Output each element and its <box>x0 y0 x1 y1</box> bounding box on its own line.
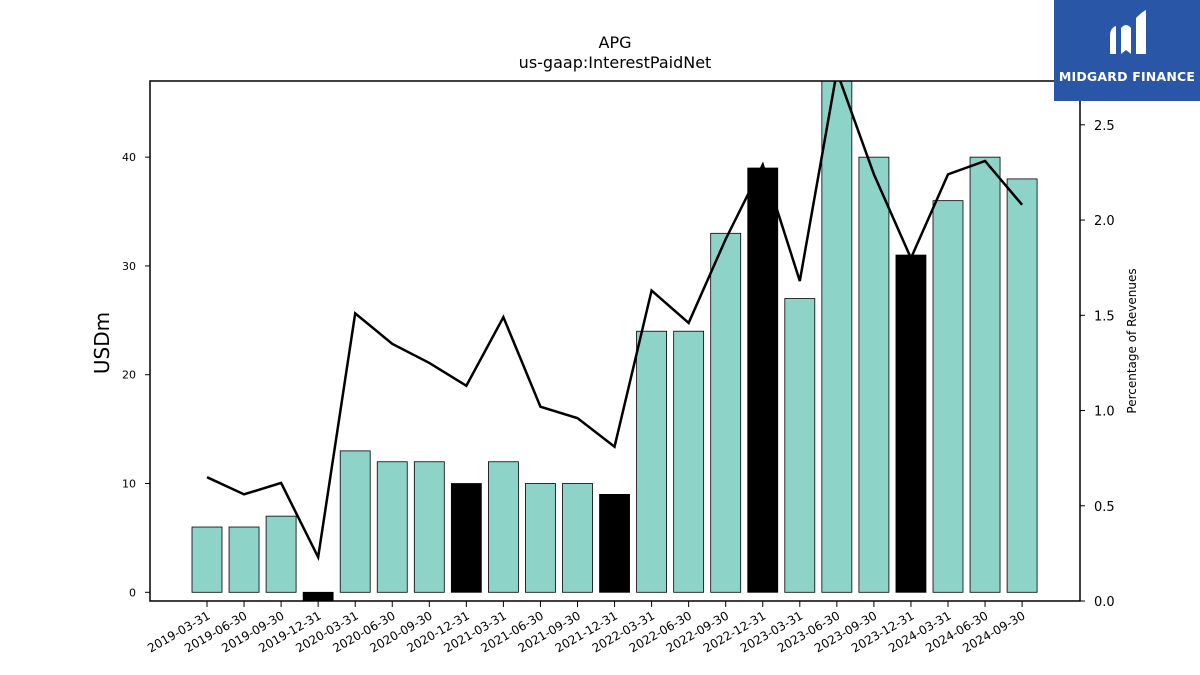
bar-2021-12-31 <box>599 493 630 593</box>
y2-tick-label-2.0: 2.0 <box>1094 214 1115 229</box>
y-tick-label-10: 10 <box>122 478 136 491</box>
y-tick-label-20: 20 <box>122 369 136 382</box>
y-tick-label-30: 30 <box>122 260 136 273</box>
bar-2021-06-30 <box>525 483 556 593</box>
bar-2021-03-31 <box>487 461 519 593</box>
y2-tick-label-1.5: 1.5 <box>1094 309 1115 324</box>
bar-2021-09-30 <box>562 483 593 593</box>
y2-tick-label-0.5: 0.5 <box>1094 500 1115 515</box>
logo-mark-icon <box>1110 10 1146 54</box>
y2-tick-label-2.5: 2.5 <box>1094 119 1115 134</box>
percentage-of-revenues-line <box>206 81 1024 562</box>
bar-2019-12-31 <box>302 591 334 601</box>
y-tick-label-40: 40 <box>122 151 136 164</box>
y-tick-label-0: 0 <box>129 586 136 599</box>
bar-2022-06-30 <box>673 330 705 593</box>
chart-title: APG <box>599 33 632 52</box>
bar-2022-03-31 <box>636 330 667 593</box>
bar-2019-09-30 <box>265 515 297 593</box>
bar-2022-09-30 <box>710 232 742 593</box>
bar-2024-03-31 <box>932 200 964 593</box>
bar-2024-06-30 <box>969 156 1001 593</box>
chart-subtitle: us-gaap:InterestPaidNet <box>519 53 712 72</box>
bar-2019-03-31 <box>191 526 223 593</box>
bar-2022-12-31 <box>747 167 779 593</box>
bar-2024-09-30 <box>1006 178 1038 593</box>
y2-tick-label-1.0: 1.0 <box>1094 405 1115 420</box>
bar-2023-03-31 <box>784 298 816 593</box>
y2-tick-label-0.0: 0.0 <box>1094 595 1115 610</box>
bar-2023-09-30 <box>858 156 890 593</box>
y2-axis-label: Percentage of Revenues <box>1125 268 1139 413</box>
logo-text: MIDGARD FINANCE <box>1058 69 1196 84</box>
midgard-finance-logo: MIDGARD FINANCE <box>1054 0 1200 101</box>
bar-2020-03-31 <box>339 450 371 593</box>
bar-2023-12-31 <box>895 254 927 593</box>
bar-2023-06-30 <box>821 81 853 593</box>
bar-2020-12-31 <box>450 483 482 593</box>
bar-2020-09-30 <box>413 461 445 593</box>
bar-2019-06-30 <box>228 526 260 593</box>
bar-2020-06-30 <box>376 461 408 593</box>
y-axis-label: USDm <box>90 312 114 374</box>
